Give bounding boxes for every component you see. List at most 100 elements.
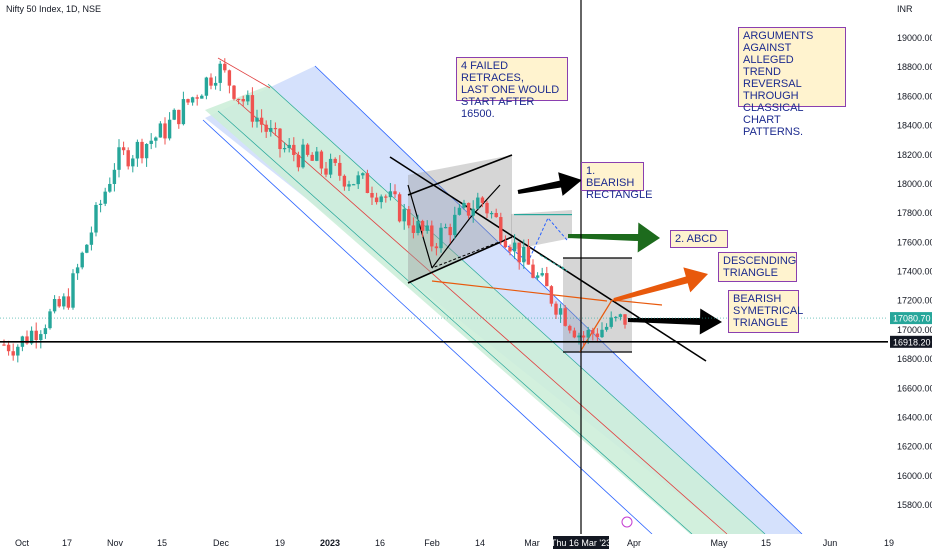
x-tick-label: 14 [475, 538, 485, 548]
candle-body [577, 335, 581, 338]
candle-body [374, 197, 379, 203]
candle-body [154, 137, 158, 141]
note-bearish-symetrical-triangle[interactable]: BEARISH SYMETRICAL TRIANGLE [728, 290, 803, 333]
candle-body [213, 82, 218, 86]
x-tick-label: 15 [157, 538, 167, 548]
candle-body [71, 273, 75, 308]
candle-body [278, 128, 282, 150]
candle-body [2, 344, 6, 346]
descending-triangle-line-2 [611, 299, 663, 306]
candle-body [282, 148, 287, 150]
candle-body [347, 184, 351, 187]
y-tick-label: 16000.00 [897, 471, 932, 481]
candle-body [356, 175, 360, 185]
y-tick-label: 17200.00 [897, 296, 932, 306]
candle-body [604, 326, 609, 330]
candle-body [103, 191, 107, 204]
candle-body [623, 314, 627, 325]
candle-body [167, 119, 172, 139]
x-tick-label: Nov [107, 538, 124, 548]
candle-body [586, 330, 590, 338]
candle-body [85, 244, 89, 253]
candle-body [149, 140, 153, 144]
y-tick-label: 18600.00 [897, 91, 932, 101]
candle-body [112, 169, 117, 184]
time-axis-bg [0, 534, 932, 550]
chart-symbol-header: Nifty 50 Index, 1D, NSE [6, 4, 102, 14]
candle-body [453, 214, 457, 236]
candle-body [614, 316, 618, 319]
candle-body [499, 217, 503, 241]
candle-body [269, 127, 273, 132]
candle-body [223, 63, 227, 71]
regression-channel [202, 57, 803, 535]
candle-body [80, 252, 84, 268]
x-tick-label: 15 [761, 538, 771, 548]
chart-overlays [0, 0, 888, 534]
y-tick-label: 16200.00 [897, 442, 932, 452]
note-abcd[interactable]: 2. ABCD [670, 230, 728, 248]
note-bearish-rectangle[interactable]: 1. BEARISH RECTANGLE [581, 162, 652, 201]
candle-body [618, 314, 623, 317]
candle-body [11, 351, 15, 356]
last-price-tag-bg [890, 312, 932, 325]
candle-body [522, 246, 526, 263]
candle-body [177, 109, 181, 125]
last-price-tag: 17080.70 [893, 314, 931, 324]
candle-body [264, 124, 268, 132]
note-arguments[interactable]: ARGUMENTS AGAINST ALLEGED TREND REVERSAL… [738, 27, 846, 138]
crosshair-date-tag: Thu 16 Mar '23 [551, 538, 611, 548]
y-tick-label: 19000.00 [897, 33, 932, 43]
channel-upper-line [314, 65, 803, 535]
candle-body [494, 212, 498, 218]
crosshair-price-tag: 16918.20 [893, 337, 931, 347]
x-tick-label: May [710, 538, 728, 548]
y-tick-label: 17800.00 [897, 208, 932, 218]
candle-body [434, 246, 439, 249]
channel-lower-line [202, 119, 653, 535]
candle-body [200, 95, 204, 99]
candle-body [52, 299, 57, 312]
candle-body [43, 328, 48, 335]
candle-body [365, 173, 370, 193]
candle-body [158, 123, 163, 138]
candle-body [296, 154, 301, 168]
candle-body [163, 123, 167, 139]
candle-body [526, 246, 531, 265]
arrow-descending-triangle [613, 267, 708, 302]
candle-body [549, 286, 554, 304]
x-tick-label: 19 [884, 538, 894, 548]
candle-body [503, 240, 508, 248]
candle-body [301, 144, 305, 168]
event-icon [621, 516, 633, 528]
note-failed-retraces[interactable]: 4 FAILED RETRACES, LAST ONE WOULD START … [456, 57, 568, 120]
candle-body [126, 150, 130, 167]
candle-body [6, 344, 11, 352]
candle-body [121, 147, 126, 151]
candle-body [531, 264, 535, 278]
x-tick-label: 2023 [320, 538, 340, 548]
note-descending-triangle[interactable]: DESCENDING TRIANGLE [718, 252, 797, 282]
channel-inner-lower-line [217, 110, 693, 535]
y-tick-label: 16800.00 [897, 354, 932, 364]
price-axis: INR 19000.00 18800.00 18600.00 18400.00 18200… [888, 0, 932, 550]
candle-body [581, 335, 586, 338]
candle-body [117, 147, 121, 170]
candle-body [62, 296, 66, 307]
candle-body [609, 317, 613, 327]
wave-line-2 [407, 184, 433, 269]
candle-body [535, 275, 540, 278]
candle-body [75, 267, 80, 274]
long-descending-trendline [389, 156, 707, 362]
candle-body [568, 325, 572, 331]
abcd-pattern-box [511, 210, 572, 250]
y-tick-label: 17600.00 [897, 237, 932, 247]
candle-body [324, 168, 328, 175]
candle-body [370, 192, 374, 198]
candle-body [305, 144, 310, 155]
triangle-pattern-box [563, 258, 632, 352]
candle-body [131, 158, 135, 167]
candle-body [140, 141, 144, 159]
candle-body [66, 296, 71, 308]
